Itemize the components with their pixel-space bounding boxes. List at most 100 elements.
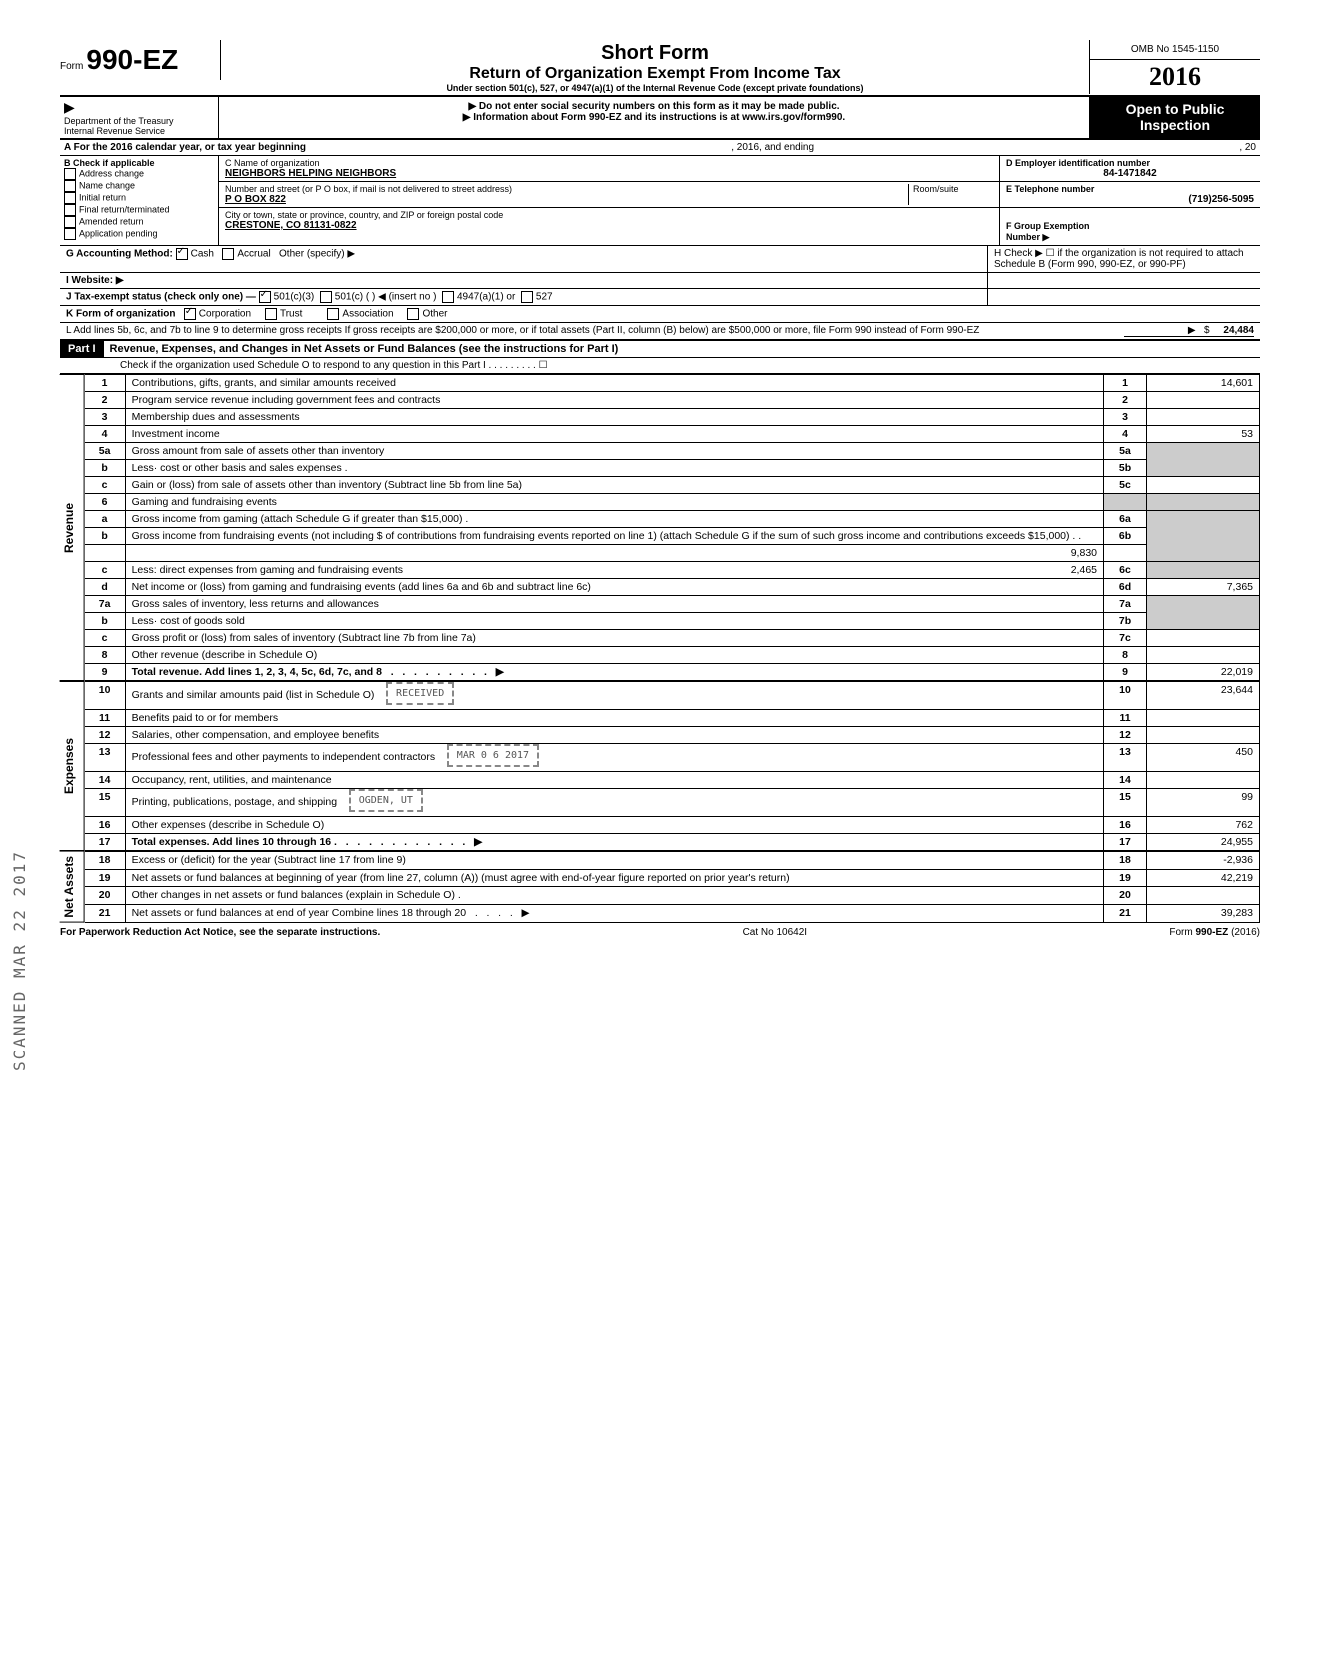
l21-box: 21 (1104, 904, 1147, 922)
l14-num: 14 (85, 772, 126, 789)
chk-amended[interactable] (64, 216, 76, 228)
l2-num: 2 (85, 392, 126, 409)
l6-shade1 (1104, 494, 1147, 511)
l14-box: 14 (1104, 772, 1147, 789)
l13-num: 13 (85, 744, 126, 772)
omb-box: OMB No 1545-1150 2016 (1089, 40, 1260, 94)
arrow-note-2: ▶ Information about Form 990-EZ and its … (223, 112, 1085, 123)
header-row2: ▶ Department of the Treasury Internal Re… (60, 97, 1260, 140)
l3-num: 3 (85, 409, 126, 426)
title-sub: Return of Organization Exempt From Incom… (229, 65, 1081, 83)
open-inspection: Open to Public Inspection (1089, 97, 1260, 138)
chk-pending[interactable] (64, 228, 76, 240)
col-de: D Employer identification number 84-1471… (1000, 156, 1260, 245)
l7c-num: c (85, 630, 126, 647)
l17-amt: 24,955 (1147, 834, 1260, 851)
l9-box: 9 (1104, 664, 1147, 681)
line-a: A For the 2016 calendar year, or tax yea… (60, 140, 1260, 156)
netassets-side-label: Net Assets (60, 851, 85, 923)
netassets-section: Net Assets 18Excess or (deficit) for the… (60, 851, 1260, 923)
b-item-0: Address change (79, 168, 144, 178)
org-addr: P O BOX 822 (225, 194, 908, 205)
l21-desc: Net assets or fund balances at end of ye… (132, 907, 466, 919)
l7c-amt (1147, 630, 1260, 647)
l-text: L Add lines 5b, 6c, and 7b to line 9 to … (66, 325, 1124, 337)
l4-amt: 53 (1147, 426, 1260, 443)
l8-desc: Other revenue (describe in Schedule O) (125, 647, 1103, 664)
chk-other-org[interactable] (407, 308, 419, 320)
l20-num: 20 (85, 887, 126, 905)
line-a-mid: , 2016, and ending (731, 142, 814, 153)
l18-desc: Excess or (deficit) for the year (Subtra… (125, 852, 1103, 870)
room-label: Room/suite (908, 184, 993, 205)
l6d-num: d (85, 579, 126, 596)
expenses-table: 10Grants and similar amounts paid (list … (85, 681, 1260, 851)
l3-box: 3 (1104, 409, 1147, 426)
col-c: C Name of organization NEIGHBORS HELPING… (219, 156, 1000, 245)
l19-num: 19 (85, 869, 126, 887)
netassets-table: 18Excess or (deficit) for the year (Subt… (85, 851, 1260, 923)
l6b-desc: Gross income from fundraising events (no… (132, 530, 1082, 542)
arrow-note-1: ▶ Do not enter social security numbers o… (223, 101, 1085, 112)
row-k: K Form of organization Corporation Trust… (60, 306, 1260, 323)
l7b-box: 7b (1104, 613, 1147, 630)
l16-num: 16 (85, 817, 126, 834)
e-label: E Telephone number (1006, 184, 1254, 194)
l7c-box: 7c (1104, 630, 1147, 647)
l5c-amt (1147, 477, 1260, 494)
chk-address[interactable] (64, 168, 76, 180)
scanned-stamp: SCANNED MAR 22 2017 (10, 850, 29, 1071)
l7b-num: b (85, 613, 126, 630)
l6c-num: c (85, 562, 126, 579)
l13-amt: 450 (1147, 744, 1260, 772)
chk-501c[interactable] (320, 291, 332, 303)
l7b-desc: Less· cost of goods sold (132, 615, 245, 627)
l10-desc: Grants and similar amounts paid (list in… (132, 689, 375, 701)
g-accrual: Accrual (237, 249, 270, 260)
l19-box: 19 (1104, 869, 1147, 887)
ein: 84-1471842 (1006, 168, 1254, 179)
revenue-table: 1Contributions, gifts, grants, and simil… (85, 374, 1260, 681)
l6b-box: 6b (1104, 528, 1147, 545)
chk-cash[interactable] (176, 248, 188, 260)
chk-final[interactable] (64, 204, 76, 216)
h-note: H Check ▶ ☐ if the organization is not r… (988, 246, 1260, 272)
row-i: I Website: ▶ (60, 273, 1260, 289)
l1-desc: Contributions, gifts, grants, and simila… (125, 375, 1103, 392)
l16-desc: Other expenses (describe in Schedule O) (125, 817, 1103, 834)
chk-4947[interactable] (442, 291, 454, 303)
l10-amt: 23,644 (1147, 682, 1260, 710)
l17-box: 17 (1104, 834, 1147, 851)
chk-accrual[interactable] (222, 248, 234, 260)
l2-box: 2 (1104, 392, 1147, 409)
l16-amt: 762 (1147, 817, 1260, 834)
title-note: Under section 501(c), 527, or 4947(a)(1)… (229, 83, 1081, 93)
l5c-num: c (85, 477, 126, 494)
omb-number: OMB No 1545-1150 (1090, 40, 1260, 60)
part1-header: Part I Revenue, Expenses, and Changes in… (60, 340, 1260, 358)
footer: For Paperwork Reduction Act Notice, see … (60, 923, 1260, 938)
l-amt: 24,484 (1223, 325, 1254, 336)
l7ab-shade (1147, 596, 1260, 630)
l14-desc: Occupancy, rent, utilities, and maintena… (125, 772, 1103, 789)
chk-initial[interactable] (64, 192, 76, 204)
l18-box: 18 (1104, 852, 1147, 870)
l17-num: 17 (85, 834, 126, 851)
revenue-section: Revenue 1Contributions, gifts, grants, a… (60, 374, 1260, 681)
chk-trust[interactable] (265, 308, 277, 320)
l1-num: 1 (85, 375, 126, 392)
l5b-desc: Less· cost or other basis and sales expe… (132, 462, 348, 474)
l6a-num: a (85, 511, 126, 528)
expenses-section: Expenses 10Grants and similar amounts pa… (60, 681, 1260, 851)
l5a-box: 5a (1104, 443, 1147, 460)
l5b-num: b (85, 460, 126, 477)
chk-501c3[interactable] (259, 291, 271, 303)
chk-name[interactable] (64, 180, 76, 192)
k-label: K Form of organization (66, 309, 175, 320)
chk-corp[interactable] (184, 308, 196, 320)
col-b: B Check if applicable Address change Nam… (60, 156, 219, 245)
l2-amt (1147, 392, 1260, 409)
chk-527[interactable] (521, 291, 533, 303)
chk-assoc[interactable] (327, 308, 339, 320)
l12-desc: Salaries, other compensation, and employ… (125, 727, 1103, 744)
